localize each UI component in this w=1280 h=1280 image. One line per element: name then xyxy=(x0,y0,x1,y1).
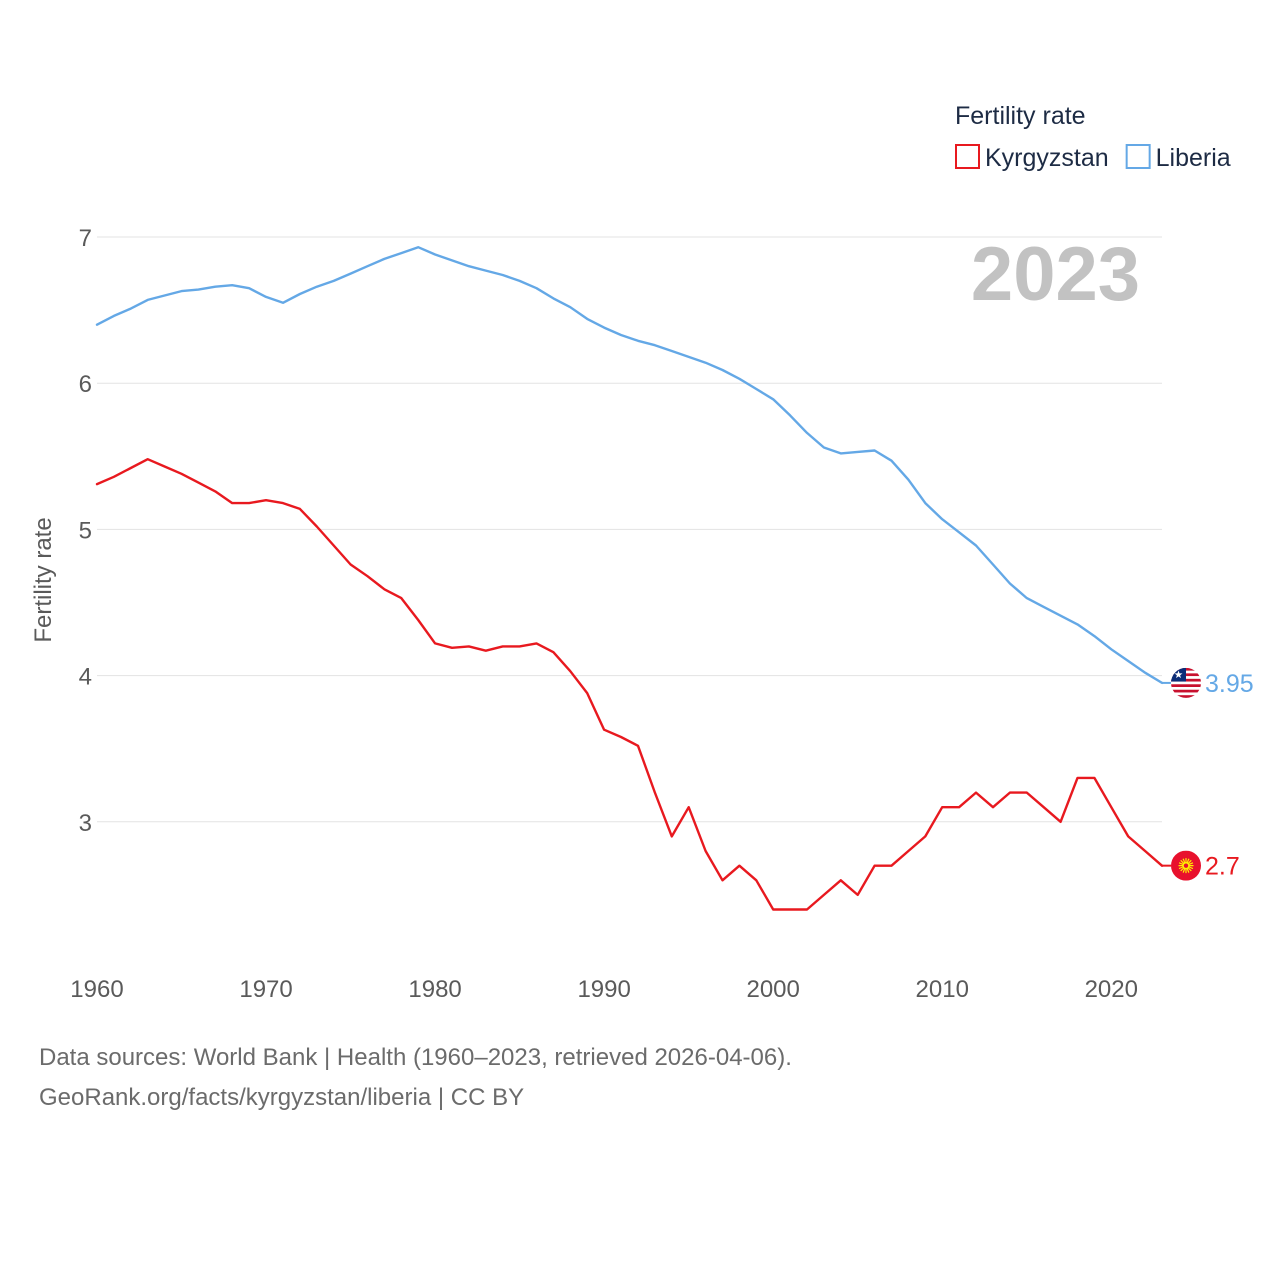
x-tick-2000: 2000 xyxy=(746,976,799,1003)
y-tick-7: 7 xyxy=(79,225,92,252)
legend-label-liberia: Liberia xyxy=(1156,144,1231,172)
series-line-kyrgyzstan xyxy=(95,458,1164,911)
y-tick-4: 4 xyxy=(79,664,92,691)
flag-sun-ray xyxy=(1180,859,1184,864)
end-value-label-kyrgyzstan: 2.7 xyxy=(1205,853,1240,881)
legend-swatch-kyrgyzstan xyxy=(955,144,980,169)
series-endpoints: 2.7 3.95 xyxy=(1162,667,1254,881)
y-axis-label: Fertility rate xyxy=(30,517,57,642)
flag-sun-ray xyxy=(1182,858,1186,863)
flag-sun-ray xyxy=(1189,862,1194,865)
x-tick-1970: 1970 xyxy=(239,976,292,1003)
legend-swatch-liberia xyxy=(1125,144,1151,169)
legend-label-kyrgyzstan: Kyrgyzstan xyxy=(985,144,1109,172)
flag-stripe xyxy=(1171,689,1201,693)
flag-sun-ray xyxy=(1188,859,1192,864)
year-display: 2023 xyxy=(971,232,1140,317)
flag-sun-ray xyxy=(1180,867,1184,872)
gridlines xyxy=(97,236,1162,823)
flag-sun-ray xyxy=(1178,866,1183,870)
flag-stripe xyxy=(1171,681,1201,685)
flag-sun-ray xyxy=(1186,868,1190,873)
x-tick-2020: 2020 xyxy=(1085,976,1138,1003)
flag-sun-ray xyxy=(1189,866,1194,870)
flag-sun-ray xyxy=(1182,868,1186,873)
legend-title: Fertility rate xyxy=(955,102,1086,130)
source-note: Data sources: World Bank | Health (1960–… xyxy=(39,1044,792,1071)
legend-item-liberia[interactable]: Liberia xyxy=(1125,144,1231,172)
x-tick-1960: 1960 xyxy=(70,976,123,1003)
legend[interactable]: Fertility rate Kyrgyzstan Liberia xyxy=(955,102,1231,172)
flag-stripe xyxy=(1171,687,1201,691)
y-tick-3: 3 xyxy=(79,810,92,837)
flag-stripe xyxy=(1171,684,1201,688)
series-lines xyxy=(95,245,1164,911)
y-tick-5: 5 xyxy=(79,517,92,544)
y-axis: 3 4 5 6 7 xyxy=(79,225,92,837)
x-tick-1990: 1990 xyxy=(577,976,630,1003)
flag-tunduk xyxy=(1183,863,1189,868)
source-link[interactable]: GeoRank.org/facts/kyrgyzstan/liberia | C… xyxy=(39,1084,525,1111)
flag-star xyxy=(1174,670,1183,679)
flag-sun-ray xyxy=(1186,858,1190,863)
flag-stripe xyxy=(1171,695,1201,698)
y-tick-6: 6 xyxy=(79,371,92,398)
flag-sun-ray xyxy=(1178,862,1183,865)
kyrgyzstan-flag-icon xyxy=(1171,850,1201,881)
flag-sun-ray xyxy=(1188,867,1192,872)
end-value-label-liberia: 3.95 xyxy=(1205,670,1254,698)
x-tick-2010: 2010 xyxy=(916,976,969,1003)
x-axis: 1960 1970 1980 1990 2000 2010 2020 xyxy=(70,976,1138,1003)
series-line-liberia xyxy=(95,245,1164,685)
x-tick-1980: 1980 xyxy=(408,976,461,1003)
flag-stripe xyxy=(1171,692,1201,696)
legend-item-kyrgyzstan[interactable]: Kyrgyzstan xyxy=(955,144,1109,172)
liberia-flag-icon xyxy=(1171,667,1201,698)
